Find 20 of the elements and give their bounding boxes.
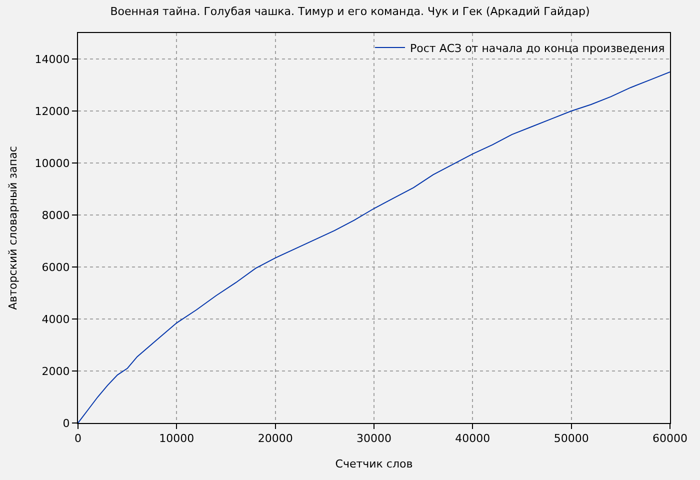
x-axis-title: Счетчик слов [335,457,413,470]
y-tick-label: 6000 [42,260,70,274]
x-tick-label: 10000 [159,432,194,446]
y-tick-label: 4000 [42,312,70,326]
x-tick-label: 0 [74,432,82,446]
y-tick-label: 12000 [34,104,70,118]
y-axis-title: Авторский словарный запас [6,146,20,310]
y-tick-label: 14000 [34,52,70,66]
chart-title: Военная тайна. Голубая чашка. Тимур и его команда. Чук и Гек (Аркадий Гайдар) [110,4,590,18]
y-tick-label: 0 [62,416,70,430]
y-tick-label: 10000 [34,156,70,170]
legend-label: Рост АСЗ от начала до конца произведения [410,42,665,55]
x-tick-label: 30000 [356,432,392,446]
y-tick-label: 2000 [42,364,70,378]
x-tick-label: 50000 [554,432,589,446]
x-tick-label: 60000 [652,432,688,446]
x-tick-label: 20000 [258,432,293,446]
x-tick-label: 40000 [455,432,490,446]
y-tick-label: 8000 [42,208,70,222]
line-series [78,72,670,423]
